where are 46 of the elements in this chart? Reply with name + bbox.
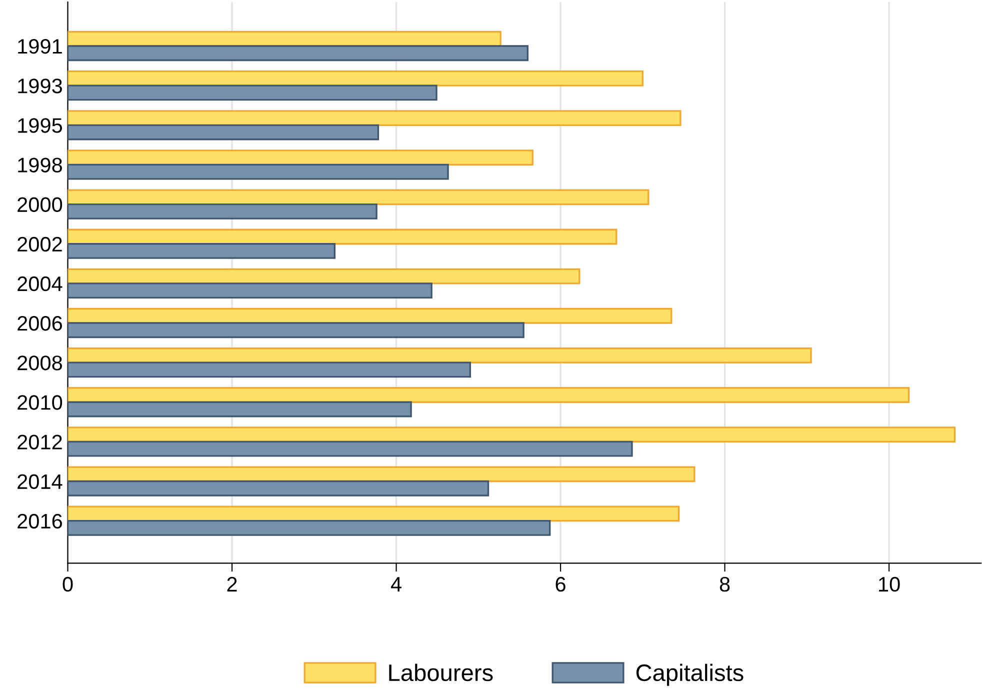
bar (68, 520, 551, 536)
bar (68, 70, 644, 86)
bar (68, 282, 432, 299)
x-tick-label: 8 (720, 576, 730, 592)
bar (68, 506, 680, 522)
bar (68, 480, 490, 496)
bar (68, 362, 472, 378)
bar (68, 110, 682, 126)
bar (68, 426, 956, 443)
bar (68, 322, 524, 338)
x-tick-label: 4 (390, 577, 402, 592)
bar (68, 440, 633, 457)
bar (68, 124, 380, 140)
y-tick-label: 2004 (18, 276, 62, 292)
bar (68, 401, 412, 418)
bar (68, 268, 580, 284)
bar (68, 243, 336, 259)
x-tick-label: 10 (879, 576, 900, 592)
y-tick-label: 2014 (18, 474, 62, 490)
legend-label: Labourers (389, 664, 493, 682)
y-tick-label: 1998 (18, 158, 62, 172)
x-tick-label: 6 (556, 576, 566, 592)
y-tick-label: 1993 (18, 78, 62, 94)
x-tick-label: 0 (62, 576, 73, 592)
x-tick-label: 2 (227, 576, 237, 592)
bar (68, 308, 672, 324)
y-tick-label: 2000 (18, 197, 62, 212)
bar (68, 466, 696, 482)
bar (68, 150, 534, 166)
bar (68, 203, 378, 220)
legend-label: Capitalists (636, 664, 744, 686)
y-tick-label: 1991 (18, 39, 62, 54)
bar (68, 228, 618, 245)
bar (68, 347, 812, 364)
y-tick-label: 2006 (18, 316, 62, 331)
bar (68, 84, 438, 101)
y-tick-label: 2012 (18, 434, 62, 450)
y-tick-label: 2016 (18, 514, 62, 529)
bar (68, 164, 449, 180)
bar (68, 189, 650, 206)
y-tick-label: 2002 (18, 236, 62, 252)
y-tick-label: 1995 (18, 118, 62, 133)
bar (68, 45, 529, 62)
y-tick-label: 2010 (18, 395, 62, 410)
bar (68, 387, 910, 403)
y-tick-label: 2008 (18, 356, 62, 370)
